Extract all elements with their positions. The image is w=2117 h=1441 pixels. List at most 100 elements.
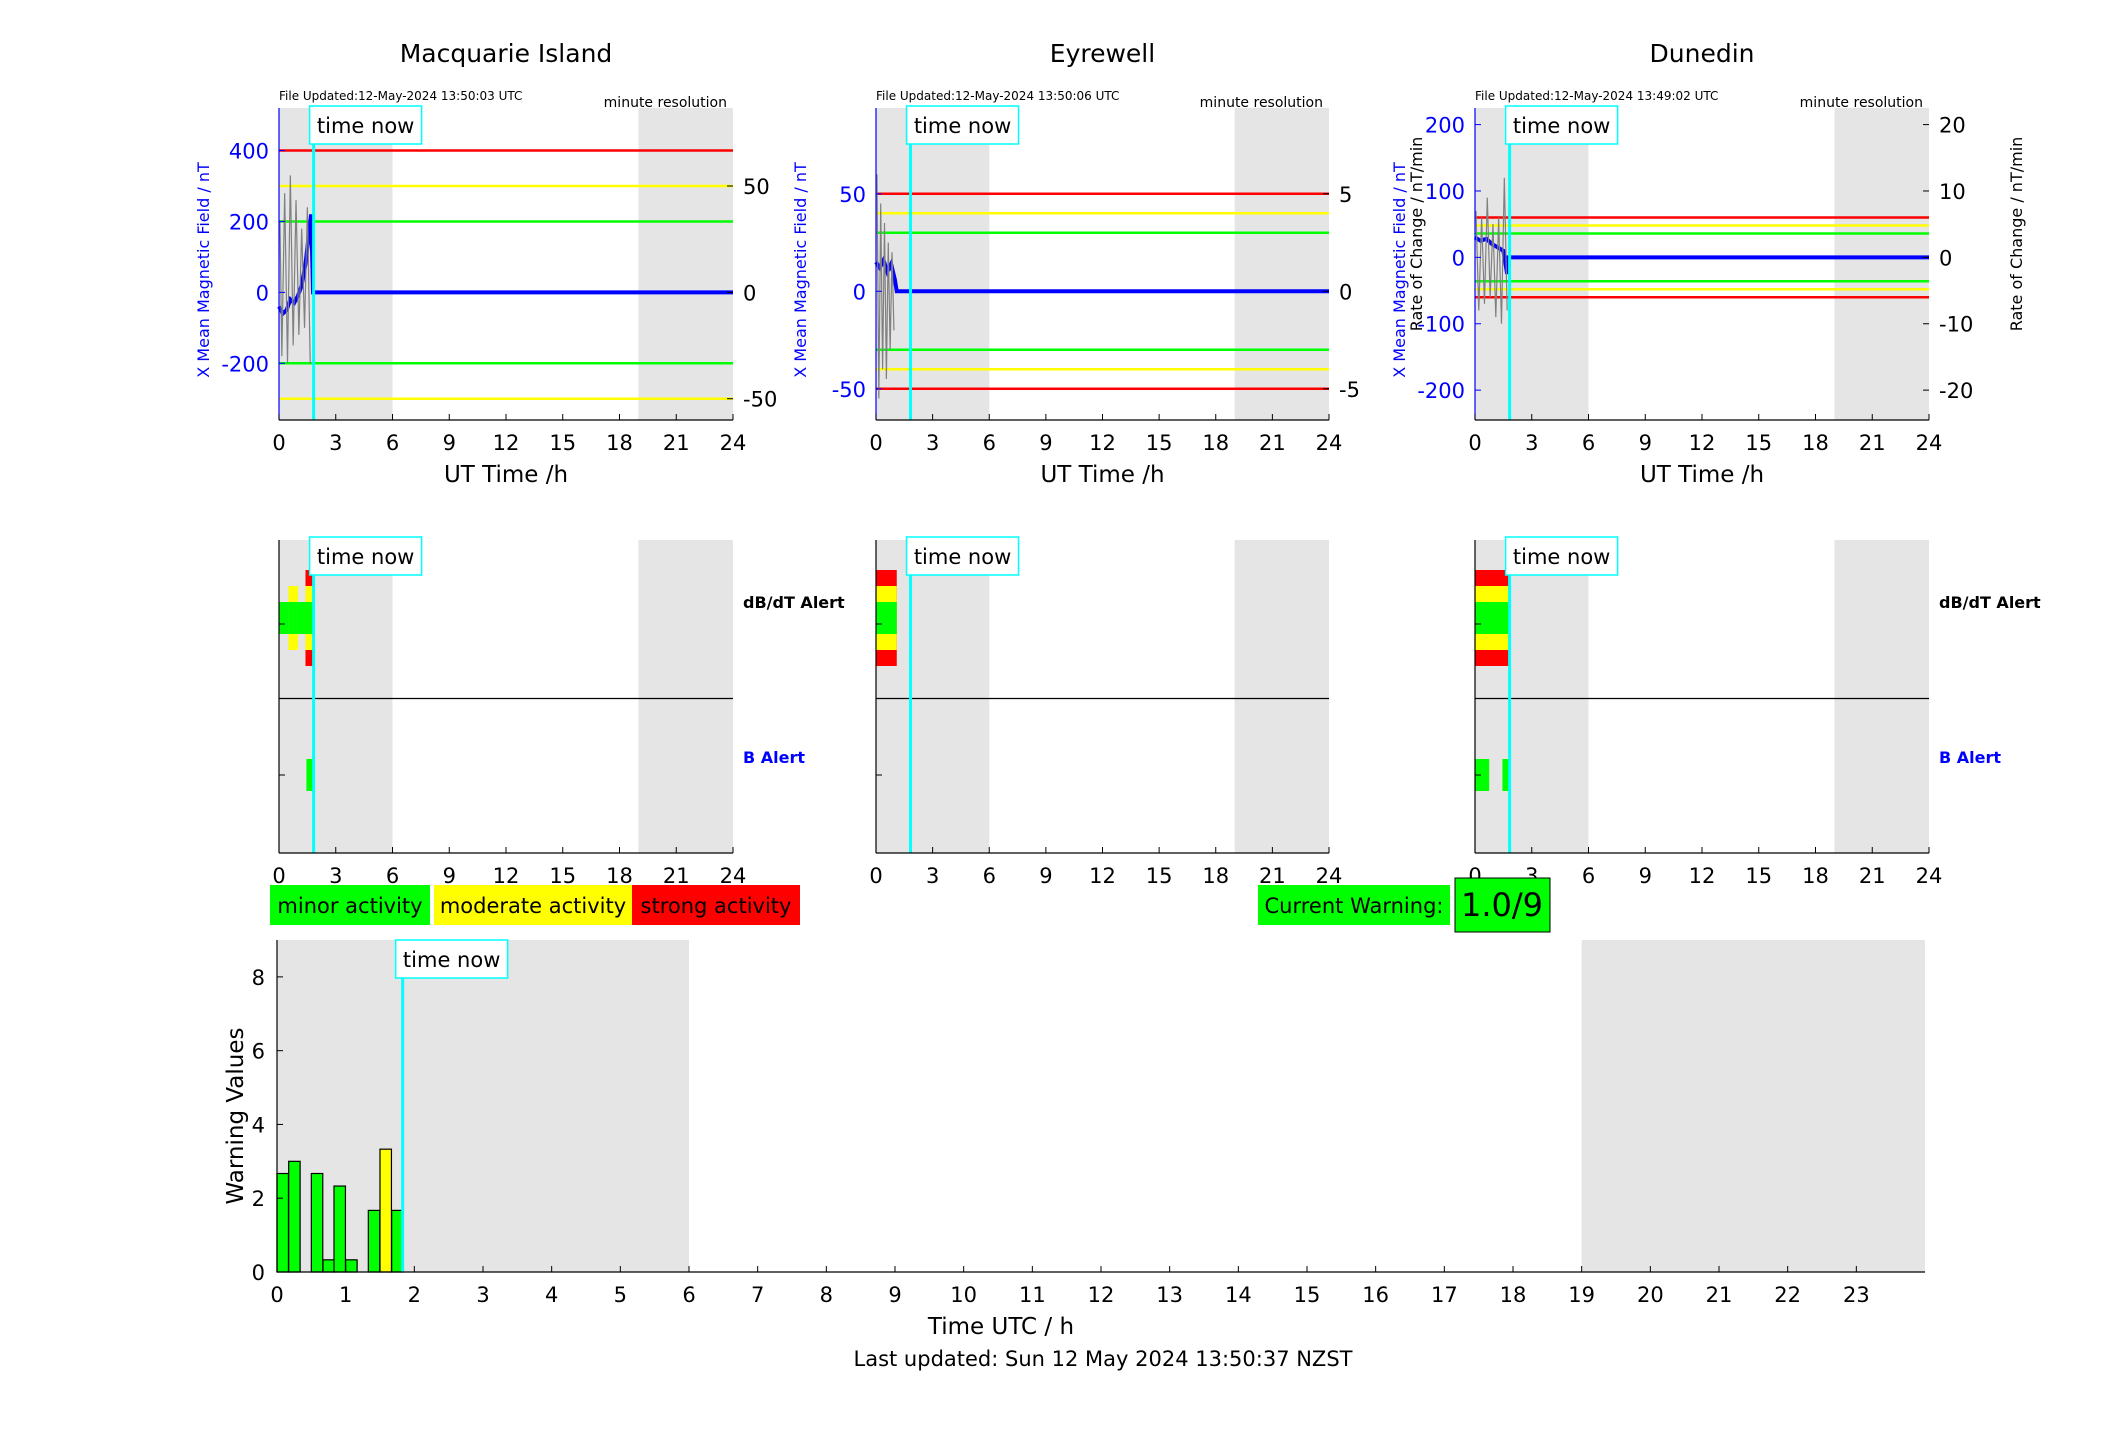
y-tick-label-right: 0 bbox=[743, 281, 756, 305]
y-tick-label-left: 50 bbox=[839, 183, 866, 207]
time-now-box bbox=[1504, 536, 1619, 576]
x-tick-label: 11 bbox=[1019, 1283, 1046, 1307]
x-tick-label: 18 bbox=[606, 431, 633, 455]
y-tick-label: 2 bbox=[252, 1187, 265, 1211]
y-tick-label-right: 20 bbox=[1939, 114, 1966, 138]
time-now-label: time now bbox=[914, 114, 1011, 138]
x-tick-label: 24 bbox=[1916, 431, 1943, 455]
y-tick-label-left: -200 bbox=[1417, 379, 1465, 403]
field-series-line bbox=[279, 175, 311, 364]
y-axis-label-left: X Mean Magnetic Field / nT bbox=[1390, 162, 1409, 378]
x-tick-label: 23 bbox=[1843, 1283, 1870, 1307]
current-warning-value: 1.0/9 bbox=[1461, 886, 1543, 924]
current-warning-label: Current Warning: bbox=[1265, 894, 1444, 918]
field-plot-macquarie-island: 0 3 6 9 12 15 18 21 24 -200 0 200 400 -50 0 50 Macquarie… bbox=[194, 39, 777, 488]
time-now-label: time now bbox=[317, 114, 414, 138]
x-axis-label: UT Time /h bbox=[444, 462, 568, 488]
x-tick-label: 0 bbox=[869, 864, 882, 888]
x-tick-label: 3 bbox=[329, 431, 342, 455]
x-tick-label: 15 bbox=[1745, 431, 1772, 455]
x-tick-label: 9 bbox=[443, 864, 456, 888]
current-warning-label-box bbox=[1258, 885, 1450, 925]
station-title: Dunedin bbox=[1650, 39, 1755, 68]
legend-label-minor: minor activity bbox=[277, 894, 422, 918]
x-tick-label: 3 bbox=[1525, 431, 1538, 455]
warning-bar bbox=[345, 1259, 358, 1273]
x-tick-label: 6 bbox=[682, 1283, 695, 1307]
x-tick-label: 12 bbox=[493, 864, 520, 888]
alert-bar bbox=[279, 602, 289, 634]
night-shading bbox=[638, 108, 733, 420]
night-shading bbox=[1475, 108, 1589, 420]
x-tick-label: 18 bbox=[1500, 1283, 1527, 1307]
time-now-marker: time now bbox=[1504, 536, 1619, 576]
x-tick-label: 6 bbox=[983, 864, 996, 888]
y-tick-label-left: 200 bbox=[1425, 114, 1465, 138]
y-tick-label-left: 0 bbox=[1452, 246, 1465, 270]
warning-bar bbox=[288, 1160, 301, 1273]
x-tick-label: 12 bbox=[493, 431, 520, 455]
y-axis-label: Warning Values bbox=[223, 1027, 249, 1204]
field-series-line bbox=[1475, 177, 1508, 324]
x-axis-label: Time UTC / h bbox=[927, 1314, 1074, 1340]
x-tick-label: 9 bbox=[443, 431, 456, 455]
y-tick-label-right: 5 bbox=[1339, 183, 1352, 207]
x-tick-label: 9 bbox=[888, 1283, 901, 1307]
x-tick-label: 2 bbox=[408, 1283, 421, 1307]
warning-bar bbox=[379, 1148, 393, 1273]
x-tick-label: 10 bbox=[950, 1283, 977, 1307]
x-tick-label: 15 bbox=[1745, 864, 1772, 888]
file-updated-text: File Updated:12-May-2024 13:50:06 UTC bbox=[876, 89, 1119, 103]
legend-swatch-strong bbox=[632, 885, 800, 925]
y-tick-label-left: -50 bbox=[832, 378, 866, 402]
x-tick-label: 18 bbox=[1202, 864, 1229, 888]
y-tick-label-right: 0 bbox=[1339, 280, 1352, 304]
y-tick-label-left: 0 bbox=[853, 280, 866, 304]
x-tick-label: 0 bbox=[270, 1283, 283, 1307]
y-tick-label-left: -200 bbox=[221, 352, 269, 376]
x-tick-label: 24 bbox=[720, 864, 747, 888]
night-shading bbox=[1834, 108, 1929, 420]
time-now-label: time now bbox=[317, 545, 414, 569]
dbdt-alert-label: dB/dT Alert bbox=[1939, 593, 2041, 612]
station-title: Macquarie Island bbox=[400, 39, 613, 68]
alert-bar bbox=[305, 602, 314, 634]
night-shading bbox=[876, 108, 990, 420]
legend-swatch-minor bbox=[270, 885, 430, 925]
x-tick-label: 3 bbox=[476, 1283, 489, 1307]
x-axis-label: UT Time /h bbox=[1040, 462, 1164, 488]
night-shading bbox=[1581, 940, 1925, 1272]
y-axis-label-left: X Mean Magnetic Field / nT bbox=[194, 162, 213, 378]
y-tick-label-right: 10 bbox=[1939, 180, 1966, 204]
y-tick-label-right: -50 bbox=[743, 388, 777, 412]
resolution-label: minute resolution bbox=[604, 95, 727, 111]
legend-label-strong: strong activity bbox=[641, 894, 792, 918]
x-tick-label: 15 bbox=[1146, 864, 1173, 888]
x-tick-label: 18 bbox=[1202, 431, 1229, 455]
alert-bar bbox=[1475, 759, 1490, 791]
time-now-box bbox=[308, 105, 423, 145]
x-tick-label: 21 bbox=[1259, 431, 1286, 455]
x-tick-label: 0 bbox=[869, 431, 882, 455]
warning-bar bbox=[367, 1209, 381, 1273]
x-tick-label: 12 bbox=[1689, 431, 1716, 455]
file-updated-text: File Updated:12-May-2024 13:50:03 UTC bbox=[279, 89, 522, 103]
alert-bar bbox=[297, 602, 306, 634]
x-tick-label: 6 bbox=[1582, 431, 1595, 455]
night-shading bbox=[1234, 108, 1329, 420]
x-tick-label: 15 bbox=[1146, 431, 1173, 455]
alert-bar bbox=[306, 759, 314, 791]
y-tick-label-left: 100 bbox=[1425, 180, 1465, 204]
alert-bar bbox=[1475, 602, 1511, 634]
y-tick-label: 0 bbox=[252, 1261, 265, 1285]
x-tick-label: 5 bbox=[614, 1283, 627, 1307]
alert-plot-macquarie-island: 0 3 6 9 12 15 18 21 24 dB/dT Alert B Alert bbox=[272, 540, 845, 888]
current-warning: Current Warning: 1.0/9 bbox=[1258, 877, 1551, 933]
b-alert-label: B Alert bbox=[1939, 748, 2001, 767]
x-tick-label: 14 bbox=[1225, 1283, 1252, 1307]
x-tick-label: 9 bbox=[1039, 431, 1052, 455]
time-now-box bbox=[905, 536, 1020, 576]
y-axis-label-right: Rate of Change / nT/min bbox=[1407, 137, 1426, 332]
